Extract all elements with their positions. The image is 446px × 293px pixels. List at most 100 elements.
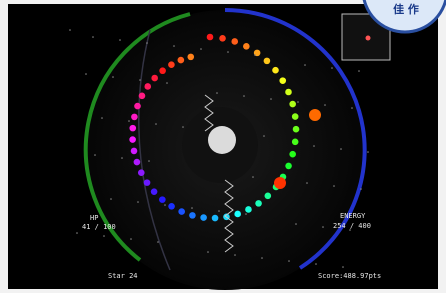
energy-value: 254 / 400: [333, 222, 371, 230]
bullet: [234, 211, 241, 218]
bullet: [322, 226, 324, 228]
bullet: [254, 54, 256, 56]
bullet: [324, 104, 326, 106]
bullet: [306, 182, 308, 184]
bullet: [110, 198, 112, 200]
bullet: [92, 36, 94, 38]
hp-value: 41 / 100: [82, 223, 116, 231]
bullet: [297, 101, 299, 103]
bullet: [295, 223, 297, 225]
enemy: [309, 109, 321, 121]
bullet: [243, 43, 250, 50]
bullet: [131, 148, 138, 155]
bullet: [212, 215, 219, 222]
bullet: [315, 263, 317, 265]
bullet: [285, 163, 292, 170]
bullet: [351, 107, 353, 109]
bullet: [245, 206, 252, 213]
bullet: [292, 139, 299, 146]
bullet: [128, 120, 130, 122]
bullet: [159, 67, 166, 74]
bullet: [103, 235, 105, 237]
bullet: [69, 29, 71, 31]
bullet: [166, 82, 168, 84]
game-screen: 佳 作 HP 41 / 100 ENERGY 254 / 400 Star 24…: [0, 0, 446, 293]
bullet: [94, 154, 96, 156]
badge-text: 佳 作: [393, 2, 419, 16]
bullet: [207, 251, 209, 253]
bullet: [168, 61, 175, 68]
bullet: [219, 35, 226, 42]
bullet: [129, 125, 136, 132]
bullet: [178, 208, 185, 215]
bullet: [173, 45, 175, 47]
bullet: [151, 75, 158, 82]
bullet: [333, 185, 335, 187]
bullet: [76, 232, 78, 234]
bullet: [168, 203, 175, 210]
bullet: [129, 136, 136, 143]
bullet: [139, 79, 141, 81]
score: Score:488.97pts: [318, 272, 381, 280]
bullet: [159, 196, 166, 203]
star-count: Star 24: [108, 272, 138, 280]
hp-label: HP: [90, 214, 98, 222]
bullet: [155, 123, 157, 125]
bullet: [358, 70, 360, 72]
bullet: [360, 188, 362, 190]
bullet: [272, 67, 279, 74]
bullet: [200, 214, 207, 221]
bullet: [264, 58, 271, 65]
bullet: [340, 148, 342, 150]
bullet: [207, 34, 214, 41]
bullet: [293, 126, 300, 133]
bullet: [245, 213, 247, 215]
bullet: [285, 89, 292, 96]
bullet: [121, 157, 123, 159]
bullet: [139, 93, 146, 100]
bullet: [157, 241, 159, 243]
bullet: [216, 92, 218, 94]
bullet: [261, 257, 263, 259]
bullet: [331, 67, 333, 69]
bullet: [178, 57, 185, 64]
bullet: [263, 135, 265, 137]
bullet: [279, 77, 286, 84]
bullet: [148, 160, 150, 162]
bullet: [313, 145, 315, 147]
bullet: [134, 159, 141, 166]
bullet: [112, 76, 114, 78]
bullet: [252, 176, 254, 178]
minimap-marker: [366, 36, 371, 41]
player: [208, 126, 236, 154]
bullet: [151, 188, 158, 195]
enemy: [274, 177, 286, 189]
bullet: [131, 114, 138, 121]
bullet: [164, 204, 166, 206]
bullet: [218, 210, 220, 212]
bullet: [101, 117, 103, 119]
bullet: [182, 126, 184, 128]
bullet: [138, 169, 145, 176]
energy-label: ENERGY: [340, 212, 366, 220]
bullet: [200, 48, 202, 50]
bullet: [119, 39, 121, 41]
bullet: [270, 98, 272, 100]
bullet: [288, 260, 290, 262]
bullet: [144, 83, 151, 90]
bullet: [146, 42, 148, 44]
bullet: [342, 266, 344, 268]
bullet: [191, 207, 193, 209]
bullet: [289, 101, 296, 108]
bullet: [130, 238, 132, 240]
bullet: [231, 38, 238, 45]
bullet: [144, 179, 151, 186]
bullet: [187, 54, 194, 61]
bullet: [367, 151, 369, 153]
bullet: [243, 95, 245, 97]
bullet: [227, 51, 229, 53]
bullet: [265, 193, 272, 200]
bullet: [134, 103, 141, 110]
bullet: [234, 254, 236, 256]
bullet: [189, 212, 196, 219]
